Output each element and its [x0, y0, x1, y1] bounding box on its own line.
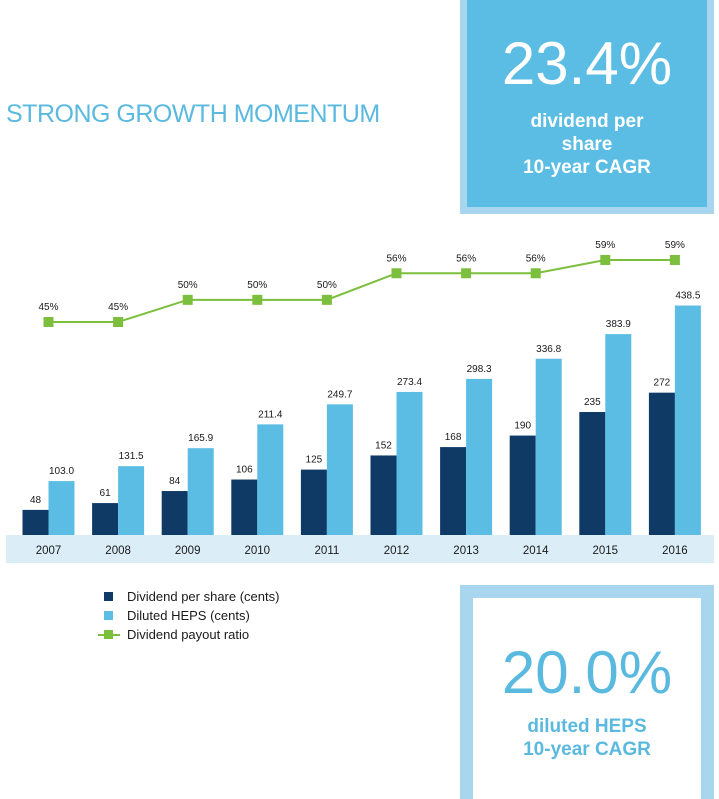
payout-ratio-line	[48, 258, 675, 323]
label-heps-2013: 298.3	[467, 364, 492, 375]
x-tick-2012: 2012	[384, 545, 410, 557]
growth-chart: 48 103.0 2007 61 131.5 2008 84 165.9 2009 106 211.…	[6, 240, 714, 563]
label-dividend-2009: 84	[169, 476, 181, 487]
payout-label-2013: 56%	[456, 253, 476, 264]
heps-cagr-caption: diluted HEPS 10-year CAGR	[473, 715, 701, 761]
payout-point-2014	[530, 268, 541, 279]
label-dividend-2008: 61	[100, 488, 112, 499]
dividend-cagr-value: 23.4%	[501, 30, 673, 97]
legend-item-dividend: Dividend per share (cents)	[98, 587, 279, 606]
payout-point-2015	[600, 254, 611, 265]
payout-label-2016: 59%	[665, 240, 685, 251]
chart-legend: Dividend per share (cents) Diluted HEPS …	[98, 587, 279, 644]
x-tick-2008: 2008	[105, 545, 131, 557]
dividend-cagr-line1: dividend per	[530, 111, 644, 132]
label-dividend-2007: 48	[30, 495, 42, 506]
label-heps-2008: 131.5	[119, 451, 144, 462]
payout-point-2009	[182, 294, 193, 305]
bar-heps-2009	[187, 448, 214, 535]
heps-cagr-line1: diluted HEPS	[527, 716, 647, 737]
legend-swatch-heps	[104, 611, 113, 620]
legend-item-heps: Diluted HEPS (cents)	[98, 606, 279, 625]
bar-heps-2014	[535, 358, 562, 535]
label-dividend-2015: 235	[584, 397, 601, 408]
dividend-cagr-caption: dividend per share 10-year CAGR	[467, 110, 707, 179]
label-dividend-2013: 168	[445, 432, 462, 443]
bar-dividend-2011	[300, 469, 327, 535]
payout-label-2008: 45%	[108, 302, 128, 313]
payout-point-2011	[321, 294, 332, 305]
x-tick-2009: 2009	[175, 545, 201, 557]
label-heps-2010: 211.4	[258, 409, 283, 420]
x-tick-2015: 2015	[593, 545, 619, 557]
legend-swatch-payout	[98, 630, 120, 639]
legend-swatch-dividend	[104, 592, 113, 601]
legend-item-payout: Dividend payout ratio	[98, 625, 279, 644]
payout-label-2015: 59%	[595, 240, 615, 251]
payout-label-2012: 56%	[386, 253, 406, 264]
label-heps-2014: 336.8	[536, 344, 561, 355]
legend-label-payout: Dividend payout ratio	[127, 627, 250, 642]
label-dividend-2010: 106	[236, 465, 253, 476]
payout-point-2013	[461, 268, 472, 279]
bar-heps-2007	[48, 481, 75, 535]
label-heps-2015: 383.9	[606, 319, 631, 330]
label-dividend-2011: 125	[306, 455, 323, 466]
bar-heps-2008	[118, 466, 145, 535]
label-heps-2016: 438.5	[675, 291, 700, 302]
x-tick-2011: 2011	[315, 545, 340, 557]
legend-label-dividend: Dividend per share (cents)	[127, 589, 280, 604]
bar-dividend-2010	[231, 479, 258, 535]
bar-heps-2011	[326, 404, 353, 535]
heps-cagr-line2: 10-year CAGR	[523, 739, 651, 760]
payout-label-2007: 45%	[38, 302, 58, 313]
x-tick-2007: 2007	[36, 545, 62, 557]
label-heps-2012: 273.4	[397, 377, 422, 388]
x-tick-2016: 2016	[662, 545, 688, 557]
x-tick-2010: 2010	[245, 545, 271, 557]
bar-dividend-2015	[579, 412, 606, 535]
label-heps-2011: 249.7	[327, 389, 352, 400]
bar-heps-2016	[674, 305, 701, 535]
bar-dividend-2007	[22, 509, 49, 535]
heps-cagr-card: 20.0% diluted HEPS 10-year CAGR	[460, 585, 714, 799]
payout-label-2014: 56%	[526, 253, 546, 264]
payout-point-2012	[391, 268, 402, 279]
dividend-cagr-line2: share	[561, 134, 613, 155]
label-dividend-2014: 190	[514, 421, 531, 432]
label-dividend-2012: 152	[375, 440, 392, 451]
bar-heps-2010	[257, 424, 284, 535]
bar-dividend-2012	[370, 455, 397, 535]
bar-dividend-2014	[509, 435, 536, 535]
x-tick-2013: 2013	[453, 545, 479, 557]
payout-point-2008	[113, 317, 124, 327]
bar-dividend-2009	[161, 491, 188, 535]
label-heps-2007: 103.0	[49, 466, 74, 477]
payout-label-2011: 50%	[317, 280, 337, 291]
payout-point-2016	[669, 254, 680, 265]
bar-heps-2013	[466, 378, 493, 535]
payout-label-2009: 50%	[178, 280, 198, 291]
label-heps-2009: 165.9	[188, 433, 213, 444]
dividend-cagr-card: 23.4% dividend per share 10-year CAGR	[460, 0, 714, 214]
payout-point-2007	[43, 317, 54, 327]
legend-label-heps: Diluted HEPS (cents)	[127, 608, 250, 623]
bar-dividend-2013	[440, 447, 467, 535]
heps-cagr-value: 20.0%	[501, 639, 673, 706]
dividend-cagr-line3: 10-year CAGR	[523, 157, 651, 178]
payout-label-2010: 50%	[247, 280, 267, 291]
x-tick-2014: 2014	[523, 545, 549, 557]
bar-dividend-2016	[648, 392, 675, 535]
page-title: STRONG GROWTH MOMENTUM	[6, 100, 380, 128]
bar-heps-2012	[396, 391, 423, 535]
bar-dividend-2008	[92, 503, 119, 535]
payout-point-2010	[252, 294, 263, 305]
bar-heps-2015	[605, 334, 632, 535]
x-axis-band	[6, 535, 714, 563]
label-dividend-2016: 272	[654, 378, 671, 389]
